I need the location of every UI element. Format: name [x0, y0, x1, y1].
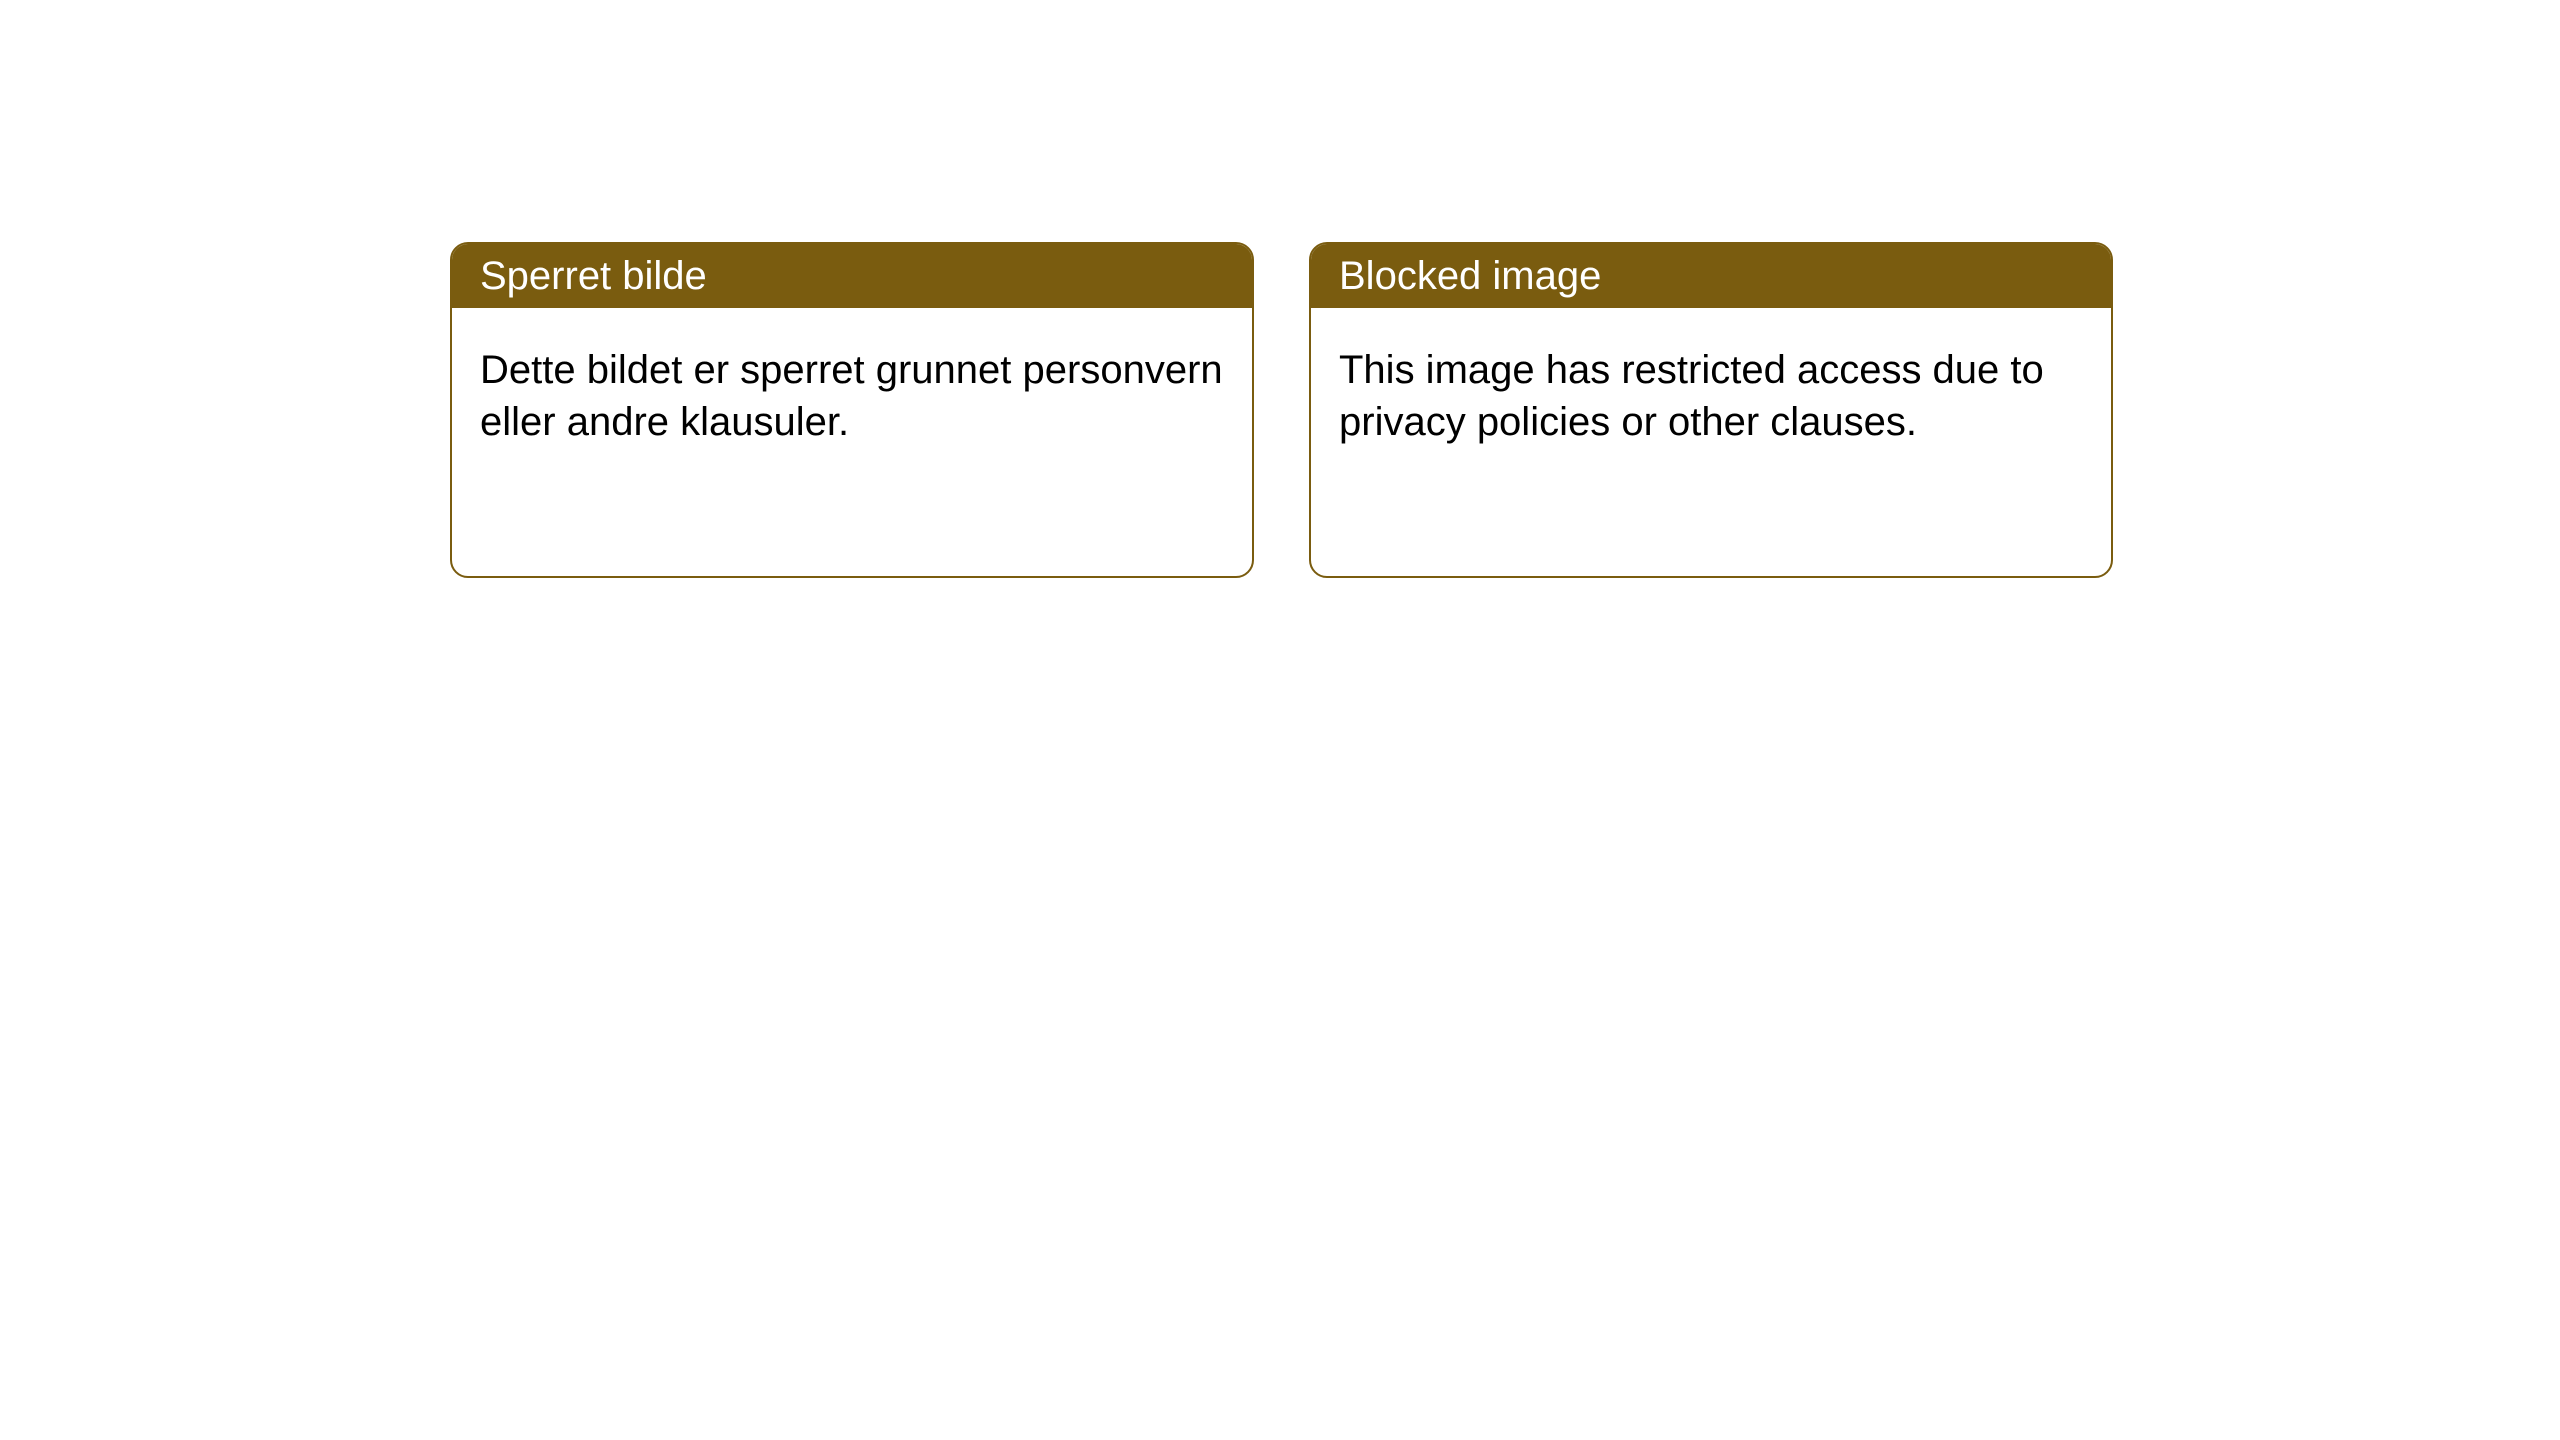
notice-box-no: Sperret bilde Dette bildet er sperret gr…	[450, 242, 1254, 578]
notice-box-en: Blocked image This image has restricted …	[1309, 242, 2113, 578]
notice-container: Sperret bilde Dette bildet er sperret gr…	[450, 242, 2113, 578]
notice-header-no: Sperret bilde	[452, 244, 1252, 308]
notice-body-en: This image has restricted access due to …	[1311, 308, 2111, 484]
notice-header-en: Blocked image	[1311, 244, 2111, 308]
notice-body-no: Dette bildet er sperret grunnet personve…	[452, 308, 1252, 484]
